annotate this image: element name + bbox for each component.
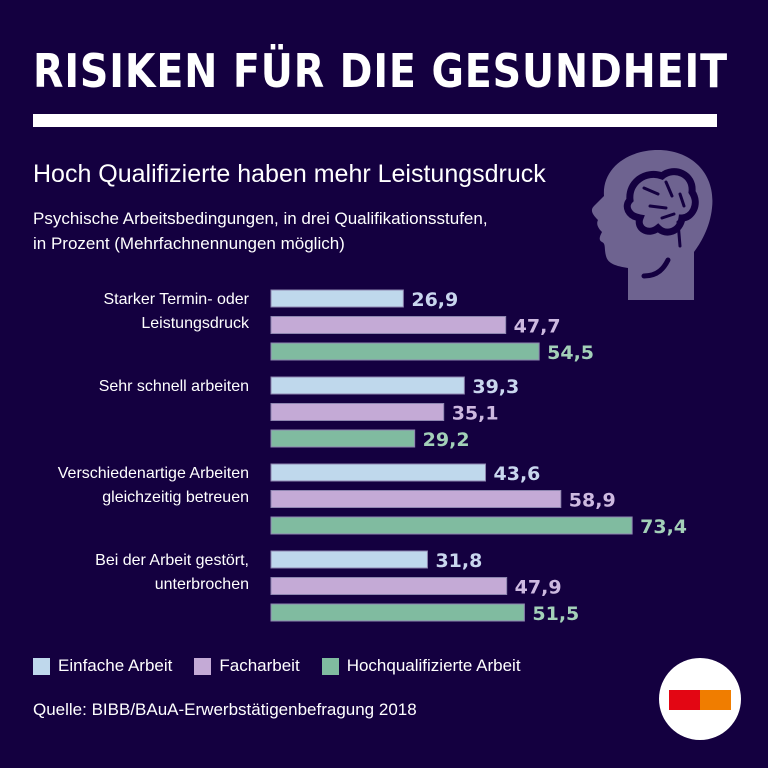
logo-red-block [669,690,700,710]
bar [270,603,525,622]
data-label: 51,5 [532,603,579,625]
bar [270,316,507,334]
data-label: 54,5 [547,342,594,364]
category-label: Starker Termin- oder [103,291,249,308]
bar [270,577,508,595]
legend-label: Facharbeit [219,656,300,675]
bar [270,463,487,482]
data-label: 43,6 [494,463,541,485]
category-label: gleichzeitig betreuen [102,489,249,506]
legend: Einfache Arbeit Facharbeit Hochqualifizi… [33,656,543,676]
bar [270,490,562,508]
category-label: Bei der Arbeit gestört, [95,552,249,569]
logo-icon [659,658,741,740]
legend-item: Facharbeit [194,656,300,676]
subtitle-line: Psychische Arbeitsbedingungen, in drei Q… [33,209,488,228]
data-label: 29,2 [423,429,470,451]
data-label: 31,8 [435,550,482,572]
legend-swatch [33,657,50,675]
data-label: 47,9 [515,577,562,599]
bar [270,376,465,395]
logo-orange-block [700,690,731,710]
bar [270,342,540,361]
bar [270,516,633,535]
data-label: 26,9 [411,289,458,311]
category-label: Verschiedenartige Arbeiten [58,465,249,482]
data-label: 58,9 [569,490,616,512]
category-label: Sehr schnell arbeiten [99,378,249,395]
chart-title: Hoch Qualifizierte haben mehr Leistungsd… [33,160,546,188]
bar [270,550,428,569]
legend-item: Hochqualifizierte Arbeit [321,656,521,676]
bar [270,289,404,308]
legend-label: Hochqualifizierte Arbeit [346,656,521,675]
title-underline [33,114,717,127]
page-title: RISIKEN FÜR DIE GESUNDHEIT [33,44,728,98]
legend-item: Einfache Arbeit [33,656,172,676]
chart-subtitle: Psychische Arbeitsbedingungen, in drei Q… [33,206,573,256]
head-brain-icon [591,150,713,300]
legend-label: Einfache Arbeit [58,656,173,675]
data-label: 35,1 [452,403,499,425]
source-note: Quelle: BIBB/BAuA-Erwerbstätigenbefragun… [33,700,417,719]
category-label: Leistungsdruck [141,315,250,332]
subtitle-line: in Prozent (Mehrfachnennungen möglich) [33,234,345,253]
bar [270,429,416,448]
legend-swatch [194,657,212,675]
data-label: 47,7 [514,316,561,338]
data-label: 39,3 [472,376,519,398]
category-label: unterbrochen [155,576,249,593]
bar [270,403,445,421]
legend-swatch [321,657,339,675]
data-label: 73,4 [640,516,687,538]
